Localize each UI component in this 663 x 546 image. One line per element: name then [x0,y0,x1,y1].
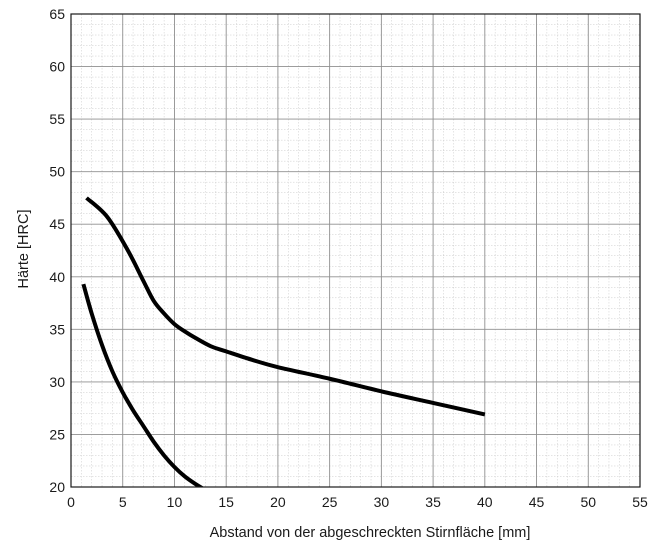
x-tick-label: 40 [477,494,493,510]
y-tick-label: 40 [49,269,65,285]
series-line-1 [85,196,486,417]
x-tick-label: 35 [425,494,441,510]
x-tick-label: 30 [374,494,390,510]
x-axis-label: Abstand von der abgeschreckten Stirnfläc… [210,525,531,541]
y-tick-label: 45 [49,216,65,232]
x-tick-label: 20 [270,494,286,510]
y-tick-label: 20 [49,479,65,495]
x-tick-label: 55 [632,494,648,510]
y-axis-label: Härte [HRC] [16,210,32,289]
y-tick-label: 25 [49,426,65,442]
minor-grid [71,14,640,487]
x-tick-label: 5 [119,494,127,510]
series-line-2 [81,283,205,487]
series-group [81,196,486,487]
x-tick-label: 10 [167,494,183,510]
x-tick-labels: 0 5 10 15 20 25 30 35 40 45 50 55 [67,494,648,510]
y-tick-label: 60 [49,59,65,75]
x-tick-label: 50 [580,494,596,510]
y-tick-label: 35 [49,321,65,337]
x-tick-label: 0 [67,494,75,510]
y-tick-label: 30 [49,374,65,390]
y-tick-label: 50 [49,164,65,180]
x-tick-label: 45 [529,494,545,510]
y-tick-labels: 20 25 30 35 40 45 50 55 60 65 [49,6,65,495]
major-grid [70,13,641,488]
y-tick-label: 55 [49,111,65,127]
x-tick-label: 25 [322,494,338,510]
plot-frame [70,13,641,488]
x-tick-label: 15 [218,494,234,510]
y-tick-label: 65 [49,6,65,22]
